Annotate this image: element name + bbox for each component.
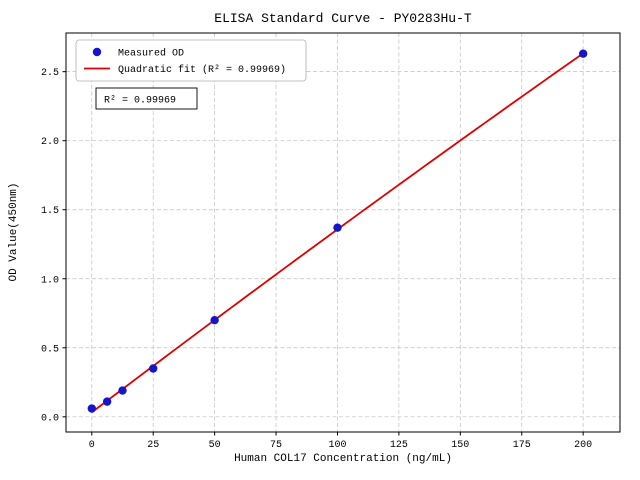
legend-marker-measured-od xyxy=(92,47,102,57)
x-tick-label: 150 xyxy=(451,440,469,451)
y-tick-label: 0.5 xyxy=(41,344,59,355)
y-tick-label: 1.0 xyxy=(41,275,59,286)
x-tick-label: 100 xyxy=(328,440,346,451)
data-point xyxy=(578,49,588,58)
y-tick-label: 2.0 xyxy=(41,137,59,148)
r-squared-annotation: R² = 0.99969 xyxy=(95,87,198,110)
x-tick-label: 125 xyxy=(390,440,408,451)
x-tick-label: 0 xyxy=(89,440,95,451)
x-tick-label: 175 xyxy=(513,440,531,451)
data-point xyxy=(149,364,158,373)
data-point xyxy=(210,315,219,325)
legend-frame xyxy=(75,39,307,82)
x-axis-label: Human COL17 Concentration (ng/mL) xyxy=(234,453,452,465)
r-squared-box xyxy=(95,87,198,110)
legend-label-measured-od: Measured OD xyxy=(118,48,184,60)
x-tick-label: 50 xyxy=(209,440,221,451)
legend: Measured OD Quadratic fit (R² = 0.99969) xyxy=(75,39,307,82)
data-point xyxy=(87,404,97,413)
y-tick-label: 2.5 xyxy=(41,68,59,79)
y-tick-label: 1.5 xyxy=(41,206,59,217)
legend-label-quadratic-fit: Quadratic fit (R² = 0.99969) xyxy=(118,64,286,76)
data-point xyxy=(333,223,342,232)
x-tick-label: 75 xyxy=(270,440,282,451)
data-point xyxy=(118,386,127,395)
x-tick-label: 200 xyxy=(574,440,592,451)
y-tick-label: 0.0 xyxy=(41,413,59,424)
r-squared-text: R² = 0.99969 xyxy=(104,96,176,107)
x-tick-label: 25 xyxy=(147,440,159,451)
plot-area: 0 25 50 75 100 125 150 175 200 0.0 0.5 1.0 1.5 2.0 2.5 xyxy=(41,32,621,451)
y-axis-label: OD Value(450nm) xyxy=(8,182,20,281)
chart-title: ELISA Standard Curve - PY0283Hu-T xyxy=(214,11,472,26)
axes-spine xyxy=(65,32,621,433)
data-point xyxy=(102,397,112,406)
